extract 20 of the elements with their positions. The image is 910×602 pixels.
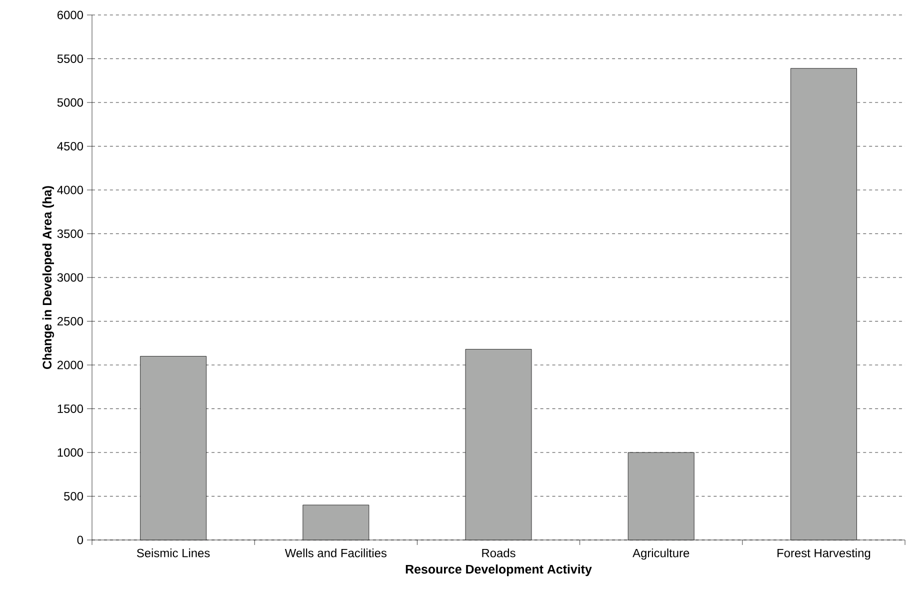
x-tick-label: Wells and Facilities [284,548,386,558]
x-tick-label: Roads [482,548,516,558]
y-tick-label: 5500 [57,54,84,63]
y-tick-label: 5000 [57,98,84,107]
y-tick-label: 1500 [58,404,84,413]
y-tick-label: 4500 [57,142,84,150]
y-tick-label: 1000 [58,448,84,457]
y-tick-label: 4000 [57,186,84,194]
y-tick-label: 2500 [57,317,84,326]
x-tick-label: Agriculture [632,548,690,560]
y-tick-label: 0 [77,536,84,544]
y-tick-label: 6000 [58,10,84,20]
x-tick-label: Forest Harvesting [778,548,870,560]
y-tick-label: 3500 [57,230,84,238]
y-axis-title: Change in Developed Area (ha) [42,186,54,370]
y-tick-label: 3000 [57,273,84,282]
y-tick-label: 500 [64,492,84,500]
y-tick-label: 2000 [57,360,84,370]
x-axis-title: Resource Development Activity [406,564,592,576]
x-tick-label: Seismic Lines [136,548,210,558]
